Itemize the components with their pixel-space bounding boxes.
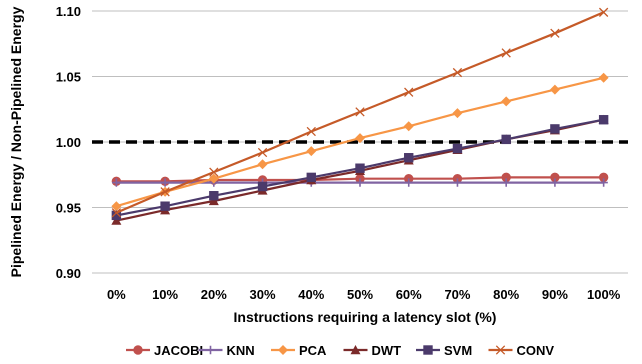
y-tick-labels: 0.90 0.95 1.00 1.05 1.10 bbox=[56, 4, 81, 281]
y-tick-label: 1.00 bbox=[56, 135, 81, 150]
legend-label: CONV bbox=[517, 343, 555, 358]
x-tick-label: 20% bbox=[201, 287, 227, 302]
x-tick-label: 40% bbox=[298, 287, 324, 302]
legend: JACOBI KNN PCA DWT SVM CONV bbox=[126, 343, 554, 358]
data-point bbox=[550, 178, 560, 187]
legend-label: PCA bbox=[299, 343, 327, 358]
data-point bbox=[599, 178, 608, 187]
x-tick-labels: 0% 10% 20% 30% 40% 50% 60% 70% 80% 90% 100% bbox=[107, 287, 621, 302]
series-pca bbox=[111, 72, 609, 212]
data-point bbox=[133, 345, 143, 355]
x-tick-label: 10% bbox=[152, 287, 178, 302]
data-point bbox=[404, 87, 414, 97]
data-point bbox=[209, 191, 219, 201]
y-tick-label: 0.95 bbox=[56, 201, 81, 216]
data-point bbox=[355, 107, 365, 117]
data-point bbox=[355, 133, 365, 144]
x-tick-label: 0% bbox=[107, 287, 126, 302]
legend-label: JACOBI bbox=[154, 343, 203, 358]
data-point bbox=[452, 67, 463, 78]
series-conv bbox=[111, 7, 609, 218]
data-point bbox=[452, 108, 463, 119]
data-point bbox=[257, 147, 268, 158]
data-point bbox=[501, 178, 511, 187]
data-point bbox=[209, 167, 219, 177]
legend-label: SVM bbox=[444, 343, 472, 358]
data-point bbox=[111, 208, 122, 218]
data-point bbox=[598, 115, 609, 125]
x-tick-label: 90% bbox=[542, 287, 568, 302]
legend-item-pca: PCA bbox=[271, 343, 327, 358]
legend-item-knn: KNN bbox=[198, 343, 255, 358]
data-point bbox=[549, 84, 560, 95]
data-point bbox=[355, 163, 365, 173]
data-point bbox=[501, 48, 511, 58]
data-point bbox=[206, 345, 215, 355]
series-svm bbox=[111, 115, 609, 221]
data-point bbox=[160, 201, 170, 211]
data-point bbox=[257, 181, 268, 192]
data-point bbox=[160, 187, 170, 197]
y-tick-label: 0.90 bbox=[56, 266, 81, 281]
legend-item-svm: SVM bbox=[416, 343, 472, 358]
legend-item-dwt: DWT bbox=[343, 343, 402, 358]
data-point bbox=[403, 121, 414, 132]
y-tick-label: 1.05 bbox=[56, 70, 81, 85]
data-point bbox=[550, 28, 560, 38]
data-point bbox=[501, 134, 511, 145]
data-point bbox=[598, 72, 609, 83]
legend-item-jacobi: JACOBI bbox=[126, 343, 203, 358]
x-tick-label: 100% bbox=[587, 287, 621, 302]
data-point bbox=[112, 178, 121, 187]
y-axis-title: Pipelined Energy / Non-Pipelined Energy bbox=[8, 6, 24, 277]
data-point bbox=[598, 7, 609, 17]
data-point bbox=[423, 345, 433, 355]
data-point bbox=[306, 172, 316, 183]
data-point bbox=[306, 146, 317, 157]
data-point bbox=[257, 159, 268, 170]
x-tick-label: 30% bbox=[250, 287, 276, 302]
legend-label: KNN bbox=[227, 343, 255, 358]
series-group bbox=[111, 7, 609, 225]
data-point bbox=[111, 215, 122, 225]
y-tick-label: 1.10 bbox=[56, 4, 81, 19]
data-point bbox=[453, 178, 462, 187]
data-point bbox=[501, 96, 512, 107]
data-point bbox=[355, 178, 365, 187]
data-point bbox=[208, 195, 219, 206]
x-tick-label: 50% bbox=[347, 287, 373, 302]
data-point bbox=[550, 124, 560, 134]
data-point bbox=[111, 201, 122, 212]
legend-label: DWT bbox=[372, 343, 402, 358]
data-point bbox=[495, 345, 506, 355]
x-tick-label: 80% bbox=[493, 287, 519, 302]
data-point bbox=[111, 210, 122, 221]
legend-item-conv: CONV bbox=[488, 343, 555, 358]
data-point bbox=[306, 126, 316, 137]
data-point bbox=[452, 143, 463, 154]
data-point bbox=[278, 345, 288, 355]
data-point bbox=[160, 178, 170, 187]
data-point bbox=[404, 153, 414, 163]
x-tick-label: 70% bbox=[444, 287, 470, 302]
x-axis-title: Instructions requiring a latency slot (%… bbox=[234, 309, 497, 325]
data-point bbox=[208, 173, 219, 184]
x-tick-label: 60% bbox=[396, 287, 422, 302]
data-point bbox=[350, 345, 361, 355]
data-point bbox=[404, 178, 413, 187]
